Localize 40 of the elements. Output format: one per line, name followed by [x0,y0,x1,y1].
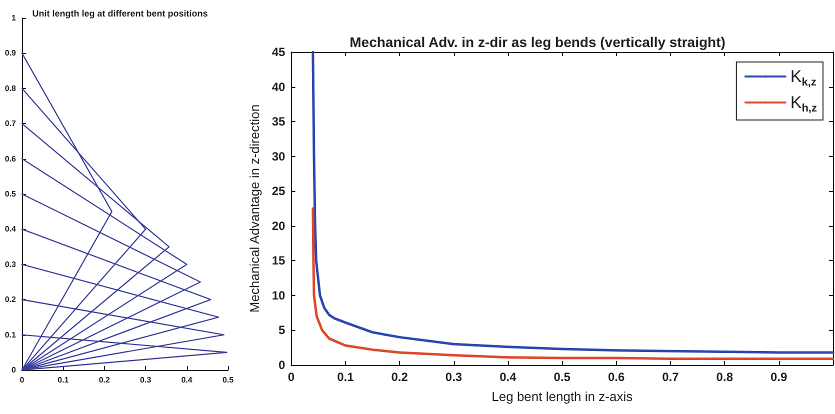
y-tick-label: 30 [272,149,286,164]
y-tick-label: 0.1 [4,330,17,340]
x-tick-label: 0 [20,376,25,384]
x-tick-label: 0.8 [716,370,734,384]
y-tick-label: 1 [12,14,17,22]
y-tick-label: 0.7 [4,119,17,128]
y-tick-label: 15 [272,254,286,268]
x-tick-label: 0.9 [770,370,788,384]
x-tick-label: 0.1 [58,376,70,384]
y-tick-label: 5 [278,323,286,338]
y-axis-title: Mechanical Advantage in z-direction [247,104,262,313]
y-tick-label: 0.8 [4,84,17,93]
y-tick-label: 0.9 [4,48,17,58]
x-tick-label: 0.1 [337,370,354,384]
x-tick-label: 0.2 [391,370,408,384]
chart-title: Mechanical Adv. in z-dir as leg bends (vertically straight) [350,34,726,50]
y-tick-label: 25 [272,184,286,198]
y-tick-label: 20 [272,218,286,233]
x-tick-label: 0.4 [181,376,193,384]
y-tick-label: 0.6 [4,154,17,164]
y-tick-label: 0.4 [4,224,17,234]
y-tick-label: 35 [272,114,286,129]
x-tick-label: 0.3 [445,370,462,384]
y-tick-label: 40 [272,80,286,94]
x-tick-label: 0.5 [554,370,571,384]
y-tick-label: 10 [272,288,286,302]
x-tick-label: 0 [288,370,295,384]
x-axis-title: Leg bent length in z-axis [492,389,634,404]
y-tick-label: 0.3 [4,260,17,269]
x-tick-label: 0.6 [608,370,625,384]
y-tick-label: 0.5 [4,190,17,198]
x-tick-label: 0.4 [500,370,517,384]
x-tick-label: 0.7 [662,370,680,384]
chart-title: Unit length leg at different bent positions [32,8,208,18]
x-tick-label: 0.5 [222,376,234,384]
x-tick-label: 0.3 [140,376,152,384]
y-tick-label: 0 [278,358,286,372]
x-tick-label: 0.2 [98,376,111,384]
y-tick-label: 0.2 [4,295,17,304]
y-tick-label: 45 [272,45,286,59]
